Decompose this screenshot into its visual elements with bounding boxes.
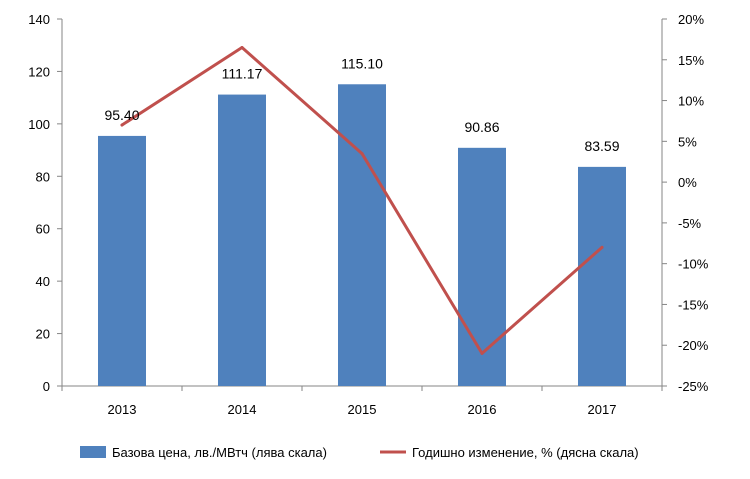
bar-data-label: 83.59 [584, 138, 619, 154]
x-tick-label: 2017 [588, 402, 617, 417]
axes-layer: 0 20 40 60 80 100 120 140 -25% -20% -15% -10% -5% 0% 5… [28, 12, 708, 417]
right-tick-label: -5% [678, 216, 702, 231]
right-tick-label: -25% [678, 379, 709, 394]
right-tick-label: -10% [678, 257, 709, 272]
left-tick-label: 140 [28, 12, 50, 27]
bar [338, 84, 386, 387]
right-tick-label: 10% [678, 94, 704, 109]
line-layer [120, 46, 604, 355]
bars-layer [98, 84, 626, 387]
legend: Базова цена, лв./МВтч (лява скала) Годишн… [80, 445, 639, 460]
line-point [120, 123, 124, 127]
right-tick-label: 20% [678, 12, 704, 27]
legend-swatch-bar [80, 446, 106, 458]
left-tick-label: 80 [36, 169, 50, 184]
bar-data-label: 95.40 [104, 107, 139, 123]
left-tick-label: 0 [43, 379, 50, 394]
right-tick-label: -20% [678, 338, 709, 353]
x-tick-label: 2015 [348, 402, 377, 417]
labels-layer: 95.40 111.17 115.10 90.86 83.59 [104, 55, 619, 154]
line-point [600, 245, 604, 249]
bar-data-label: 90.86 [464, 119, 499, 135]
x-tick-label: 2014 [228, 402, 257, 417]
right-tick-label: 5% [678, 134, 697, 149]
bar [98, 135, 146, 386]
right-tick-label: 0% [678, 175, 697, 190]
x-tick-label: 2016 [468, 402, 497, 417]
legend-label-bar: Базова цена, лв./МВтч (лява скала) [112, 445, 327, 460]
bar-data-label: 111.17 [222, 66, 263, 82]
x-tick-label: 2013 [108, 402, 137, 417]
left-tick-label: 120 [28, 64, 50, 79]
right-tick-label: 15% [678, 53, 704, 68]
line-point [480, 351, 484, 355]
bar [458, 147, 506, 386]
bar [218, 94, 266, 387]
left-tick-label: 100 [28, 117, 50, 132]
line-point [240, 46, 244, 50]
left-tick-label: 20 [36, 327, 50, 342]
line-point [360, 152, 364, 156]
left-tick-label: 40 [36, 274, 50, 289]
bar-data-label: 115.10 [341, 55, 383, 71]
legend-label-line: Годишно изменение, % (дясна скала) [412, 445, 639, 460]
right-tick-label: -15% [678, 297, 709, 312]
bar [578, 166, 626, 386]
left-tick-label: 60 [36, 222, 50, 237]
